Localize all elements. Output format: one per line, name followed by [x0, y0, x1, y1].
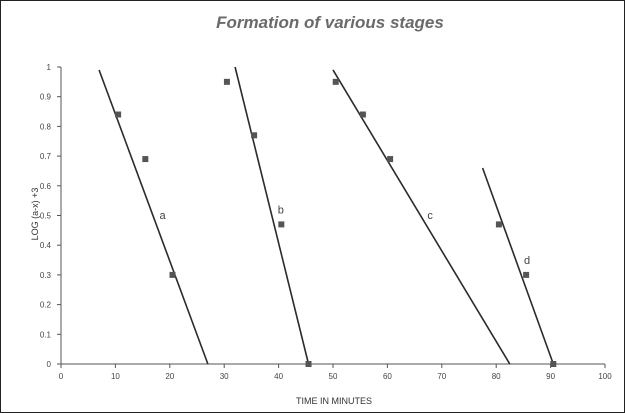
data-point-a [115, 111, 122, 118]
data-point-c [332, 78, 339, 85]
y-ticks: 0 0.1 0.2 0.3 0.4 0.5 0.6 0.7 0.8 0.9 1 [40, 63, 61, 369]
data-point-d [523, 271, 530, 278]
x-axis-label: TIME IN MINUTES [296, 396, 372, 406]
y-tick-label: 0.4 [40, 241, 52, 250]
series-label-d: d [524, 255, 530, 267]
x-tick-label: 30 [220, 372, 229, 381]
y-tick-label: 0.6 [40, 182, 52, 191]
y-tick-label: 0.3 [40, 271, 52, 280]
x-tick-label: 100 [598, 372, 612, 381]
data-point-b [223, 78, 230, 85]
data-point-c [387, 156, 394, 163]
axes [60, 67, 605, 365]
series-label-b: b [278, 205, 284, 217]
data-point-a [142, 156, 149, 163]
data-point-c [359, 111, 366, 118]
y-axis-label: LOG (a-x) +3 [30, 188, 40, 241]
y-tick-label: 0 [47, 360, 52, 369]
data-point-b [305, 361, 312, 367]
data-point-b [278, 221, 285, 228]
y-tick-label: 0.7 [40, 152, 52, 161]
x-tick-label: 10 [111, 372, 120, 381]
x-ticks: 0 10 20 30 40 50 60 70 80 90 100 [59, 364, 612, 381]
series-labels: a b c d [159, 205, 530, 267]
data-point-d [495, 221, 502, 228]
y-tick-label: 0.5 [40, 212, 52, 221]
chart-title: Formation of various stages [216, 13, 444, 32]
data-point-a [169, 271, 176, 278]
series-label-a: a [159, 210, 166, 222]
x-tick-label: 90 [546, 372, 555, 381]
x-tick-label: 80 [492, 372, 501, 381]
x-tick-label: 70 [437, 372, 446, 381]
y-tick-label: 0.2 [40, 301, 52, 310]
fit-lines [98, 66, 555, 365]
data-markers [115, 78, 557, 367]
data-point-b [251, 132, 258, 139]
x-tick-label: 40 [274, 372, 283, 381]
fit-line-c [332, 69, 511, 365]
fit-line-d [481, 167, 555, 365]
fit-line-b [234, 66, 310, 365]
y-tick-label: 0.8 [40, 122, 52, 131]
x-tick-label: 60 [383, 372, 392, 381]
series-label-c: c [427, 210, 433, 222]
y-tick-label: 0.9 [40, 93, 52, 102]
fit-line-a [98, 69, 209, 365]
x-tick-label: 50 [329, 372, 338, 381]
data-point-d [550, 361, 557, 367]
x-tick-label: 0 [59, 372, 64, 381]
x-tick-label: 20 [165, 372, 174, 381]
y-tick-label: 0.1 [40, 330, 52, 339]
y-tick-label: 1 [47, 63, 52, 72]
